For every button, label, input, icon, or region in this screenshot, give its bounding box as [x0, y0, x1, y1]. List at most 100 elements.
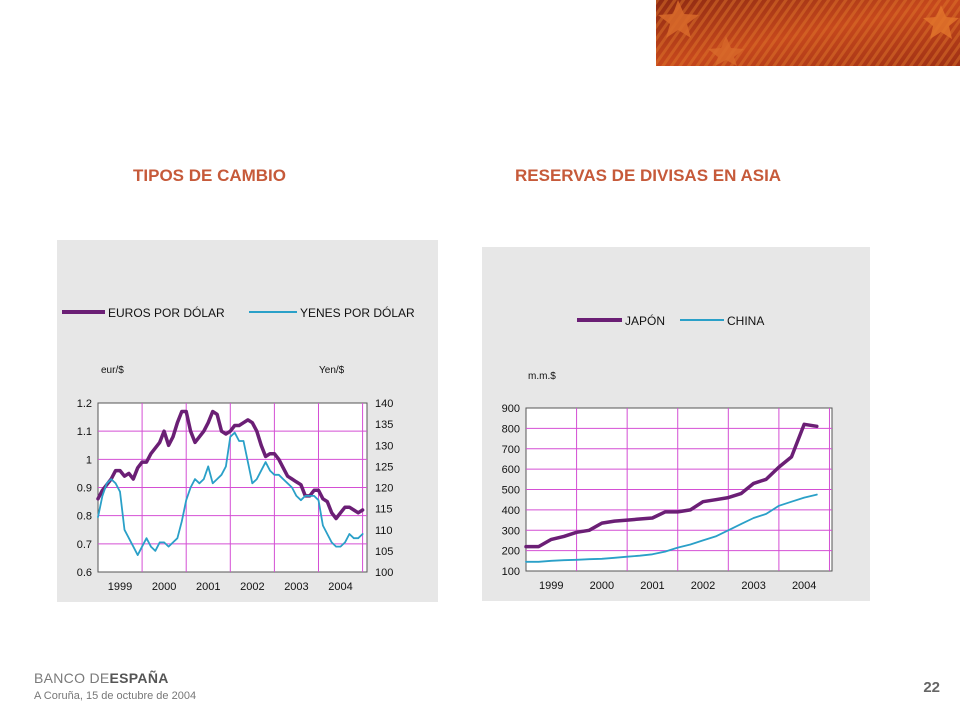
data-point	[803, 423, 805, 425]
data-point	[715, 499, 717, 501]
data-point	[137, 467, 139, 469]
reserves-legend: JAPÓN CHINA	[577, 313, 764, 328]
data-point	[664, 551, 666, 553]
data-point	[101, 495, 103, 497]
data-point	[123, 475, 126, 477]
data-point	[220, 474, 223, 476]
data-point	[203, 430, 205, 432]
data-point	[181, 410, 183, 413]
right-chart-title: RESERVAS DE DIVISAS EN ASIA	[515, 166, 782, 185]
data-point	[225, 465, 227, 467]
data-point	[123, 529, 126, 531]
x-tick-label: 2003	[741, 580, 765, 592]
data-point	[154, 550, 156, 552]
data-point	[115, 482, 117, 484]
data-point	[220, 430, 223, 432]
series-line-primary	[524, 422, 819, 549]
data-point	[601, 522, 603, 524]
data-point	[313, 495, 315, 497]
data-point	[265, 461, 267, 463]
data-point	[150, 546, 152, 548]
data-point	[265, 455, 267, 458]
y-tick-label: 400	[502, 505, 520, 517]
data-point	[765, 478, 767, 480]
data-point	[588, 558, 590, 560]
data-point	[141, 461, 143, 463]
data-point	[110, 478, 112, 480]
data-point	[172, 541, 174, 543]
data-point	[300, 484, 302, 486]
y-tick-label: 0.8	[77, 511, 92, 523]
data-point	[212, 410, 214, 413]
data-point	[702, 539, 704, 541]
data-point	[159, 541, 161, 543]
data-point	[740, 493, 742, 495]
data-point	[348, 533, 350, 535]
data-point	[588, 529, 590, 531]
data-point	[339, 512, 342, 514]
data-point	[198, 436, 200, 438]
data-point	[229, 436, 231, 438]
y-tick-label: 100	[502, 566, 520, 578]
data-point	[282, 467, 284, 469]
data-point	[300, 499, 302, 501]
data-point	[260, 444, 262, 446]
data-point	[190, 486, 192, 489]
data-point	[282, 478, 284, 480]
y-tick-label: 300	[502, 525, 520, 537]
data-point	[128, 472, 130, 474]
y-right-tick-label: 130	[375, 440, 393, 452]
data-point	[242, 440, 245, 442]
data-point	[106, 482, 108, 484]
data-point	[689, 543, 691, 546]
data-point	[242, 422, 245, 424]
data-point	[677, 511, 679, 513]
legend-label-euros: EUROS POR DÓLAR	[108, 305, 225, 320]
data-point	[344, 506, 346, 508]
data-point	[538, 546, 540, 548]
exchange-rate-legend: EUROS POR DÓLAR YENES POR DÓLAR	[62, 305, 415, 320]
data-point	[145, 537, 148, 539]
data-point	[278, 458, 280, 460]
data-point	[97, 498, 99, 500]
data-point	[563, 535, 565, 537]
data-point	[322, 498, 324, 500]
data-point	[331, 541, 333, 543]
data-point	[168, 546, 170, 548]
y-tick-label: 200	[502, 546, 520, 558]
data-point	[119, 491, 121, 493]
data-point	[154, 447, 156, 449]
data-point	[207, 465, 209, 467]
data-point	[141, 546, 143, 548]
data-point	[194, 478, 196, 480]
data-point	[778, 466, 780, 468]
x-tick-label: 2002	[240, 581, 264, 593]
data-point	[790, 456, 793, 458]
data-point	[326, 501, 328, 503]
data-point	[216, 478, 218, 480]
data-point	[317, 489, 320, 491]
data-point	[353, 509, 355, 511]
data-point	[198, 482, 200, 484]
data-point	[626, 519, 628, 521]
x-tick-label: 2004	[328, 581, 352, 593]
data-point	[348, 506, 350, 508]
data-point	[212, 482, 214, 484]
y-tick-label: 700	[502, 444, 520, 456]
data-point	[145, 461, 148, 463]
legend-label-japon: JAPÓN	[625, 313, 665, 328]
data-point	[287, 475, 289, 477]
data-point	[322, 524, 324, 527]
data-point	[181, 520, 183, 522]
data-point	[163, 430, 165, 432]
data-point	[97, 516, 99, 518]
data-point	[664, 511, 666, 513]
x-tick-label: 1999	[108, 581, 132, 593]
data-point	[639, 555, 641, 557]
data-point	[251, 482, 253, 484]
left-axis-unit: eur/$	[101, 365, 124, 376]
data-point	[238, 440, 240, 442]
data-point	[816, 425, 818, 427]
data-point	[689, 509, 691, 511]
data-point	[132, 478, 134, 480]
